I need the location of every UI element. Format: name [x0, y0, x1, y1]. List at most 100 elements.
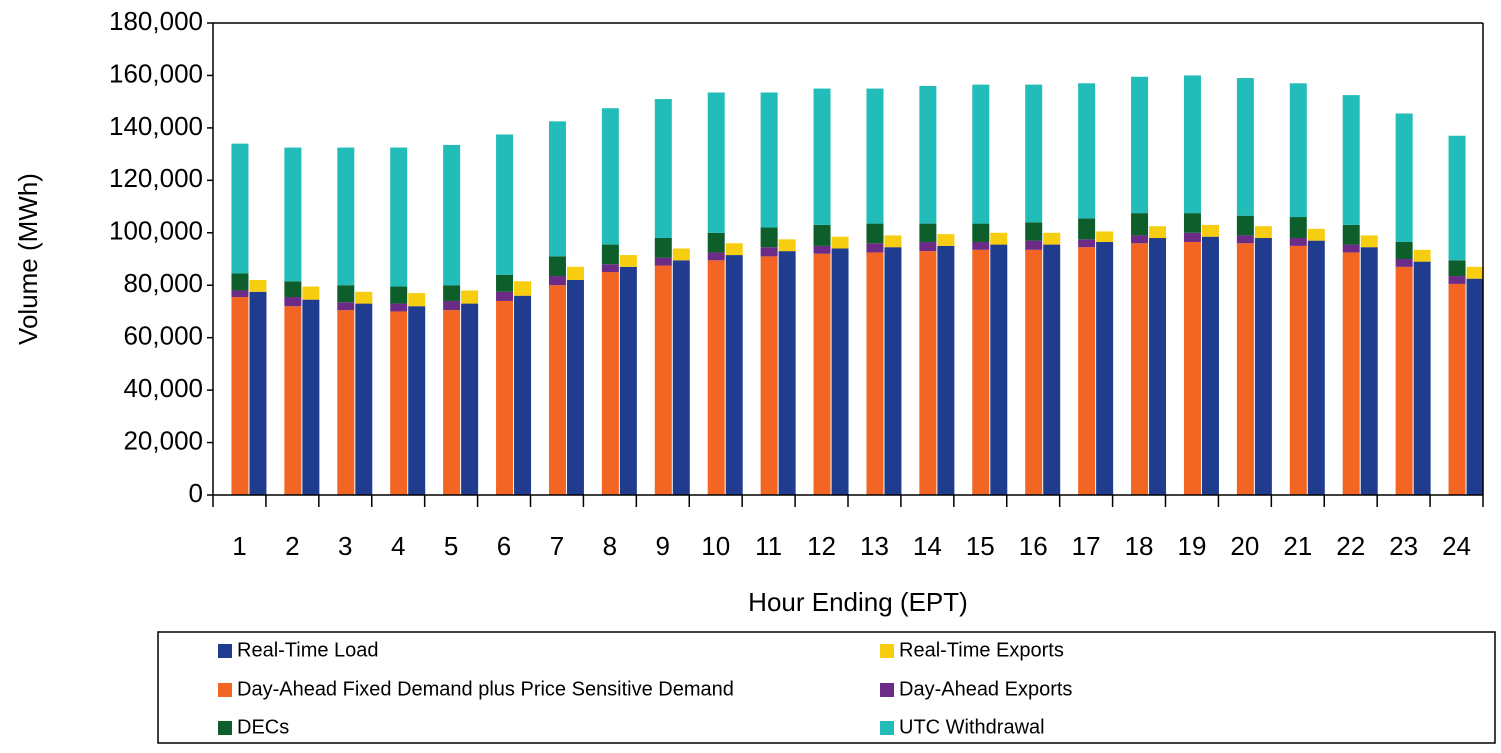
bar-segment — [760, 92, 778, 228]
bar-segment — [813, 245, 831, 254]
bar-segment — [813, 253, 831, 495]
bar-segment — [548, 276, 566, 286]
bar-segment — [548, 256, 566, 277]
bar-segment — [972, 241, 990, 250]
bar-segment — [937, 245, 955, 495]
bar-segment — [1025, 84, 1043, 223]
bar-segment — [1395, 241, 1413, 259]
legend-swatch — [880, 644, 894, 658]
bar-segment — [601, 272, 619, 495]
bar-segment — [284, 297, 302, 307]
bar-segment — [1254, 238, 1272, 495]
x-tick-label: 9 — [656, 531, 670, 561]
bar-segment — [1131, 76, 1149, 214]
bar-segment — [601, 108, 619, 245]
bar-segment — [1289, 238, 1307, 246]
x-tick-label: 14 — [913, 531, 942, 561]
bar-segment — [866, 252, 884, 495]
x-tick-label: 10 — [701, 531, 730, 561]
bar-segment — [443, 300, 461, 311]
bar-segment — [778, 251, 796, 495]
bar-segment — [619, 255, 637, 267]
x-tick-label: 20 — [1230, 531, 1259, 561]
bar-segment — [1025, 249, 1043, 495]
x-tick-label: 22 — [1336, 531, 1365, 561]
bar-segment — [1236, 215, 1254, 236]
bar-segment — [1096, 231, 1114, 242]
bar-segment — [1236, 235, 1254, 244]
bar-segment — [1201, 224, 1219, 237]
bar-segment — [408, 293, 426, 307]
y-tick-label: 20,000 — [123, 425, 203, 455]
bar-segment — [619, 266, 637, 495]
legend-swatch — [880, 683, 894, 697]
bar-segment — [1078, 239, 1096, 248]
bar-segment — [760, 227, 778, 248]
legend-label: UTC Withdrawal — [899, 716, 1045, 738]
x-tick-label: 21 — [1283, 531, 1312, 561]
bar-segment — [1043, 232, 1061, 245]
bar-segment — [1131, 235, 1149, 244]
legend-label: Day-Ahead Fixed Demand plus Price Sensit… — [237, 678, 734, 700]
legend-label: DECs — [237, 716, 289, 738]
bar-segment — [1043, 244, 1061, 495]
x-tick-label: 6 — [497, 531, 511, 561]
bar-segment — [1395, 113, 1413, 242]
bar-segment — [1236, 243, 1254, 495]
bar-segment — [1466, 278, 1484, 495]
bar-segment — [355, 303, 373, 495]
bar-segment — [548, 285, 566, 495]
x-tick-label: 18 — [1125, 531, 1154, 561]
bar-segment — [337, 285, 355, 303]
bar-segment — [1149, 238, 1167, 495]
bar-segment — [672, 248, 690, 261]
bar-segment — [1149, 226, 1167, 239]
x-tick-label: 11 — [755, 531, 782, 561]
bar-segment — [1201, 236, 1219, 495]
bar-segment — [760, 247, 778, 257]
legend-swatch — [880, 721, 894, 735]
bar-segment — [284, 306, 302, 495]
bar-segment — [1236, 78, 1254, 216]
bar-segment — [496, 274, 514, 292]
bar-segment — [919, 241, 937, 252]
bar-segment — [707, 260, 725, 495]
bar-segment — [990, 244, 1008, 495]
x-axis-title: Hour Ending (EPT) — [748, 587, 968, 617]
y-tick-label: 180,000 — [109, 6, 203, 36]
bar-segment — [390, 303, 408, 312]
bar-segment — [725, 255, 743, 495]
bar-segment — [1342, 224, 1360, 245]
bar-segment — [654, 257, 672, 266]
bar-segment — [514, 281, 532, 296]
bar-segment — [1413, 249, 1431, 262]
bar-segment — [884, 235, 902, 248]
bar-segment — [566, 266, 584, 280]
x-tick-label: 15 — [966, 531, 995, 561]
bar-segment — [866, 243, 884, 253]
bar-segment — [654, 238, 672, 258]
bar-segment — [337, 147, 355, 286]
bar-segment — [1448, 135, 1466, 261]
bar-segment — [813, 88, 831, 225]
bar-segment — [284, 281, 302, 298]
x-tick-label: 13 — [860, 531, 889, 561]
bar-segment — [1342, 95, 1360, 225]
bar-segment — [390, 311, 408, 495]
y-tick-label: 140,000 — [109, 111, 203, 141]
bar-segment — [390, 286, 408, 304]
bar-segment — [1342, 252, 1360, 495]
bar-segment — [831, 236, 849, 249]
y-tick-label: 40,000 — [123, 373, 203, 403]
bar-segment — [1183, 241, 1201, 495]
bar-segment — [866, 88, 884, 224]
bar-segment — [707, 92, 725, 233]
x-tick-label: 7 — [550, 531, 564, 561]
bar-segment — [707, 232, 725, 253]
bar-segment — [1307, 228, 1325, 241]
bar-segment — [1078, 247, 1096, 495]
bar-segment — [337, 302, 355, 311]
bar-segment — [1360, 247, 1378, 495]
bar-segment — [884, 247, 902, 495]
legend-swatch — [218, 644, 232, 658]
